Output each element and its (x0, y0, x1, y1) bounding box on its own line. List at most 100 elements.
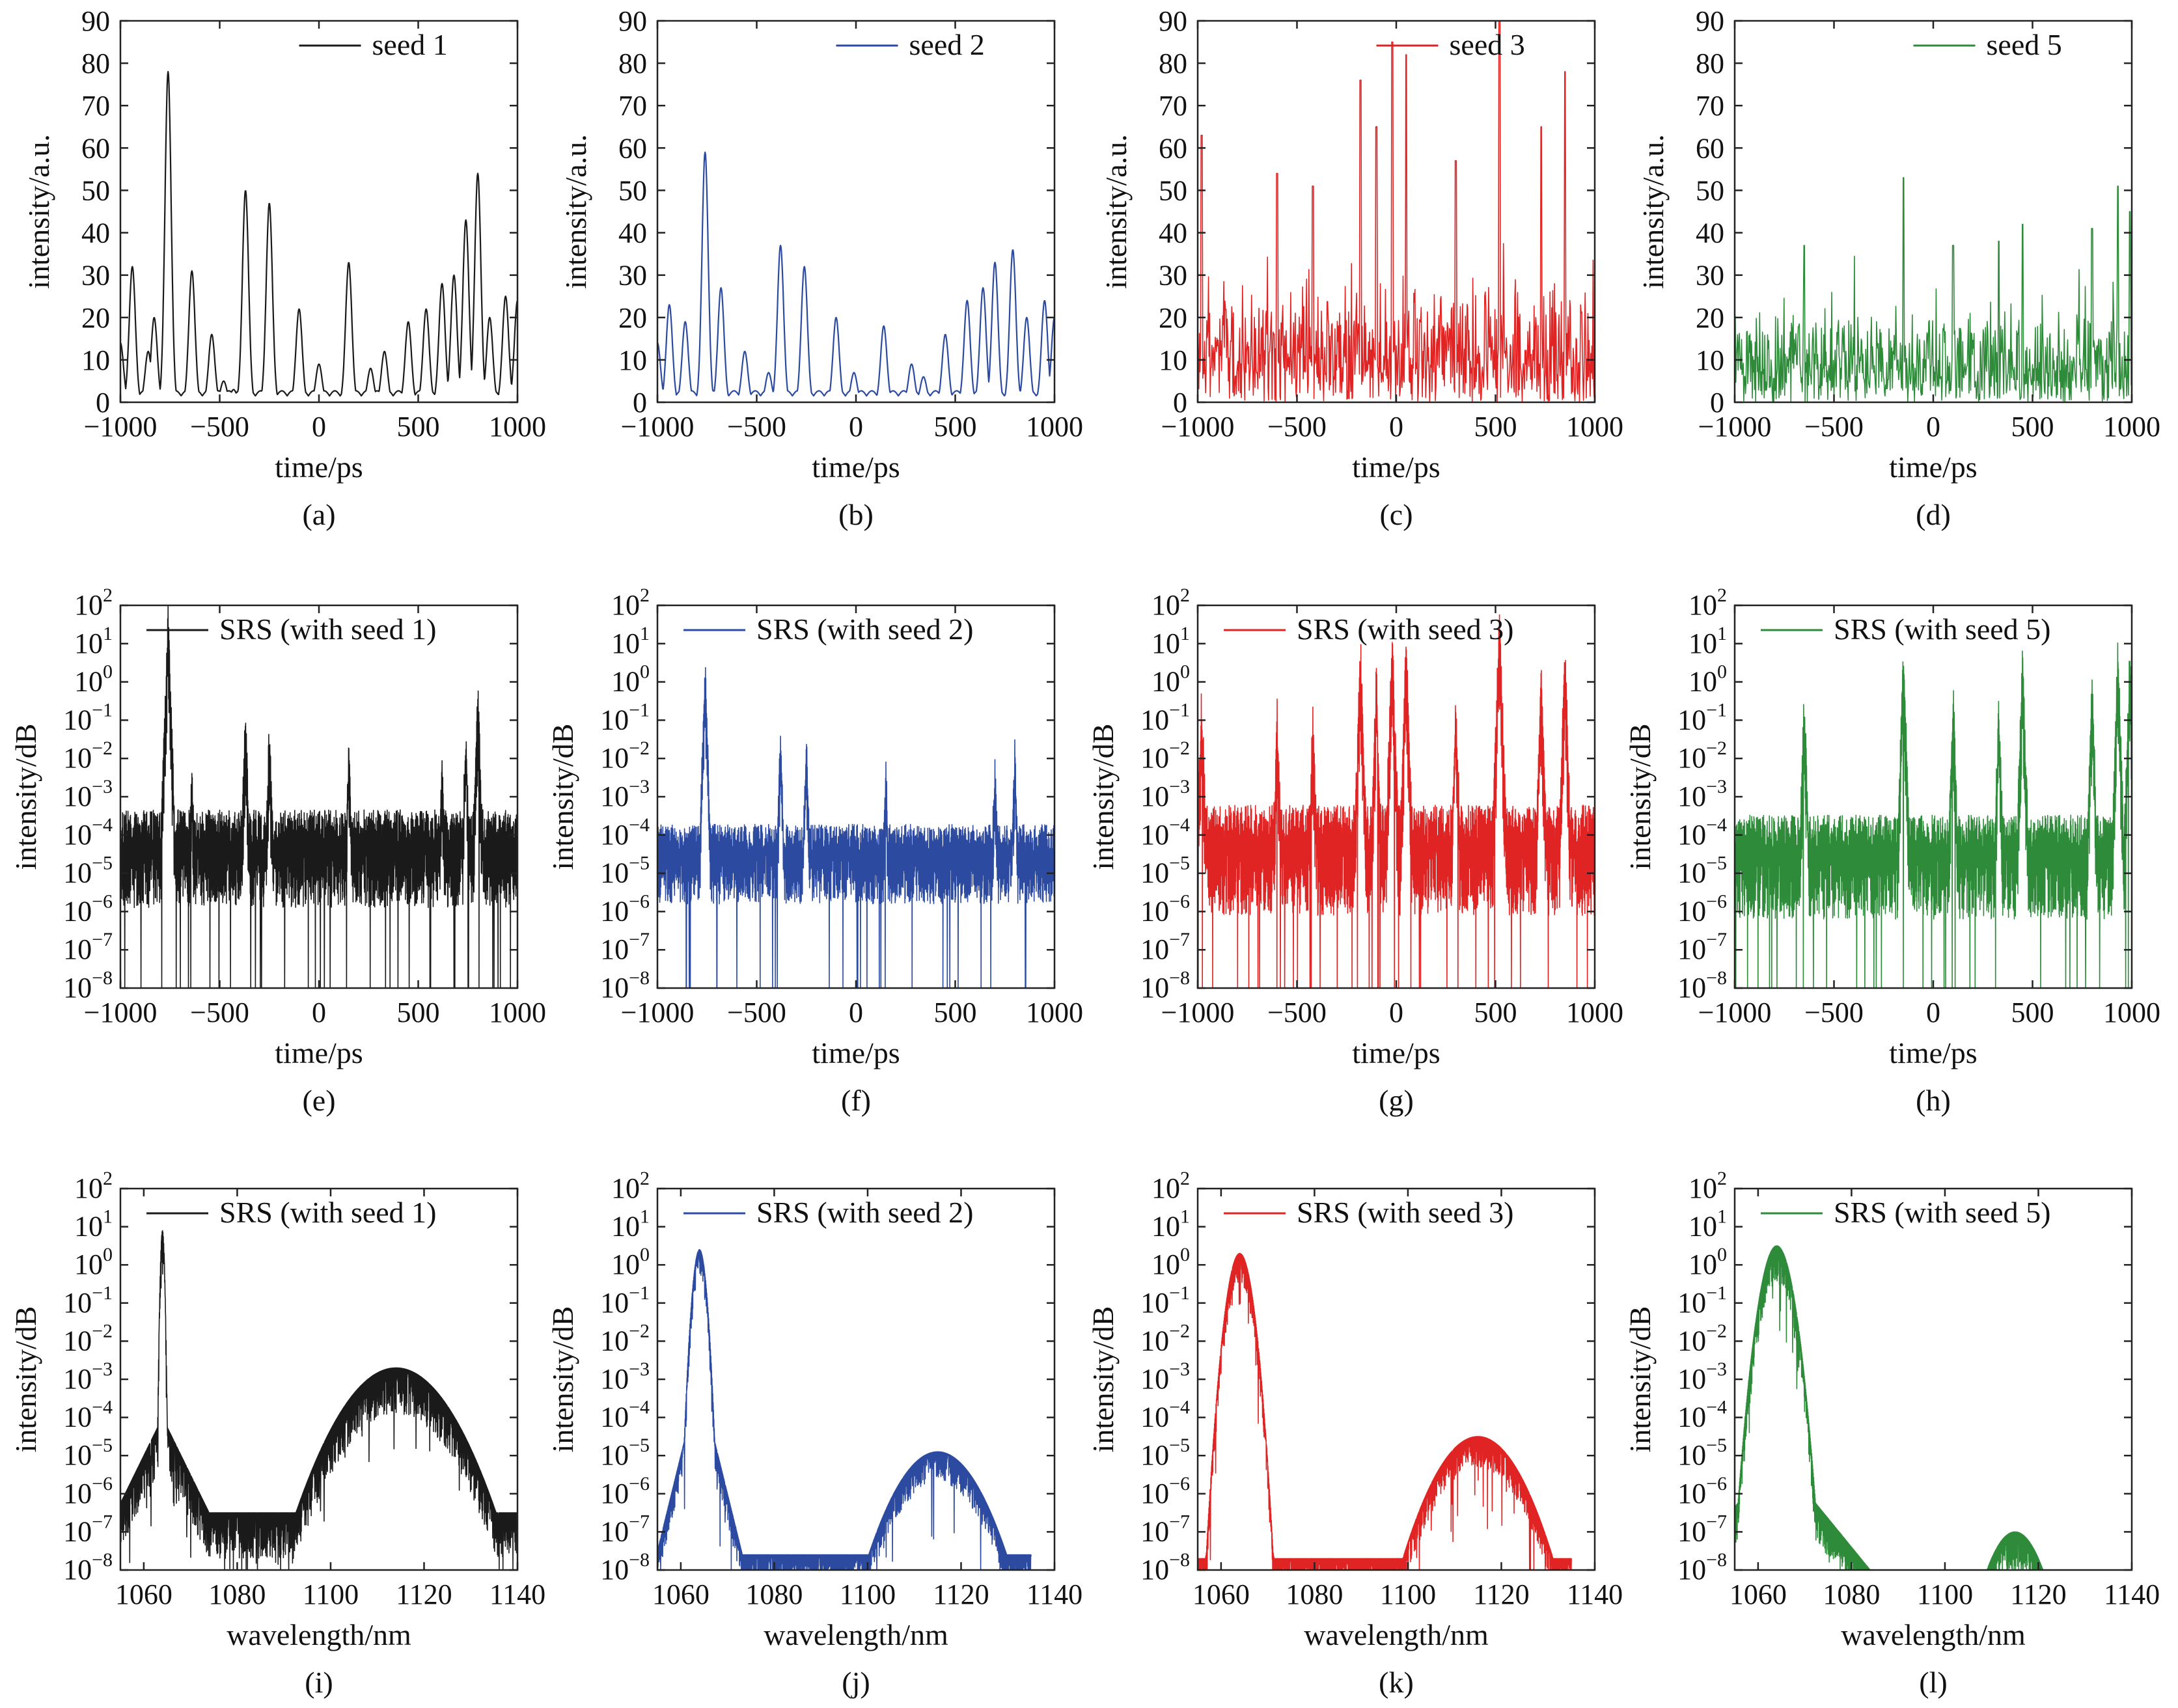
x-tick-label-c: 500 (1474, 411, 1517, 443)
plot-frame-j (656, 1187, 1056, 1571)
x-tick-label-d: −500 (1804, 411, 1864, 443)
y-tick-label-g: 10−7 (1140, 929, 1190, 965)
y-axis-label-f: intensity/dB (546, 724, 579, 870)
y-tick-label-g: 101 (1151, 623, 1190, 659)
y-tick-label-c: 50 (1159, 174, 1187, 206)
x-axis-label-e: time/ps (275, 1036, 363, 1069)
y-tick-label-h: 102 (1689, 585, 1727, 621)
y-tick-label-c: 20 (1159, 302, 1187, 334)
x-tick-label-f: −1000 (621, 997, 695, 1028)
y-tick-label-f: 10−4 (600, 814, 650, 851)
y-tick-label-d: 10 (1696, 344, 1724, 376)
x-tick-label-l: 1060 (1730, 1578, 1787, 1610)
x-tick-label-i: 1120 (396, 1578, 452, 1610)
x-tick-label-a: −500 (190, 411, 249, 443)
x-tick-label-k: 1100 (1380, 1578, 1436, 1610)
y-tick-label-i: 10−6 (63, 1473, 113, 1509)
x-tick-label-a: 0 (312, 411, 326, 443)
y-tick-label-d: 60 (1696, 132, 1724, 164)
y-tick-label-i: 101 (74, 1206, 113, 1243)
panel-i: 1060 1080 1100 1120 1140 10−810−710−610−510−4… (9, 1168, 545, 1699)
x-tick-label-k: 1060 (1192, 1578, 1250, 1610)
panel-e: −1000 −500 0 500 100010−810−710−610−510−410−… (9, 585, 546, 1117)
y-tick-label-c: 10 (1159, 344, 1187, 376)
x-tick-label-h: −1000 (1698, 997, 1772, 1028)
legend-label-j: SRS (with seed 2) (756, 1196, 974, 1229)
y-tick-label-d: 40 (1696, 217, 1724, 249)
series-line-c (1198, 21, 1595, 402)
y-tick-label-f: 101 (611, 623, 650, 659)
y-tick-label-c: 70 (1159, 90, 1187, 122)
legend-label-i: SRS (with seed 1) (219, 1196, 437, 1229)
y-tick-label-e: 10−7 (63, 929, 113, 965)
panel-caption-i: (i) (305, 1666, 333, 1699)
y-tick-label-e: 10−1 (63, 699, 113, 736)
y-tick-label-k: 10−8 (1140, 1549, 1190, 1586)
legend-label-a: seed 1 (372, 28, 448, 61)
y-tick-label-c: 0 (1173, 387, 1187, 419)
x-tick-label-h: 1000 (2103, 997, 2160, 1028)
y-tick-label-l: 10−5 (1677, 1435, 1727, 1471)
y-tick-label-k: 10−5 (1140, 1435, 1190, 1471)
series-line-k (1198, 1252, 1572, 1570)
x-axis-label-l: wavelength/nm (1841, 1618, 2026, 1651)
y-tick-label-k: 10−7 (1140, 1511, 1190, 1547)
y-tick-label-i: 10−4 (63, 1397, 113, 1433)
x-tick-label-g: −1000 (1161, 997, 1235, 1028)
y-tick-label-i: 10−5 (63, 1435, 113, 1471)
y-tick-label-e: 101 (74, 623, 113, 659)
x-tick-label-g: 1000 (1566, 997, 1623, 1028)
plot-frame-h (1733, 604, 2133, 989)
series-line-j (657, 1249, 1032, 1570)
y-tick-label-e: 10−4 (63, 814, 113, 851)
x-tick-label-g: 500 (1474, 997, 1517, 1028)
y-tick-label-l: 100 (1689, 1244, 1727, 1280)
y-tick-label-d: 0 (1710, 387, 1724, 419)
y-tick-label-e: 10−5 (63, 853, 113, 889)
x-tick-label-f: 500 (934, 997, 977, 1028)
x-tick-label-c: −500 (1267, 411, 1327, 443)
y-tick-label-i: 10−2 (63, 1320, 113, 1357)
y-tick-label-h: 10−3 (1677, 776, 1727, 812)
y-tick-label-d: 70 (1696, 90, 1724, 122)
x-tick-label-j: 1120 (933, 1578, 989, 1610)
series-line-h (1735, 642, 2132, 988)
legend-label-d: seed 5 (1987, 28, 2062, 61)
y-tick-label-h: 10−1 (1677, 699, 1727, 736)
y-tick-label-j: 10−3 (600, 1358, 650, 1395)
y-tick-label-l: 10−1 (1677, 1282, 1727, 1319)
y-tick-label-h: 10−2 (1677, 737, 1727, 774)
y-tick-label-j: 10−8 (600, 1549, 650, 1586)
y-tick-label-f: 10−5 (600, 853, 650, 889)
y-tick-label-i: 10−7 (63, 1511, 113, 1547)
panel-caption-l: (l) (1919, 1666, 1947, 1699)
series-line-e (120, 605, 517, 988)
x-tick-label-h: 0 (1926, 997, 1940, 1028)
y-tick-label-f: 102 (611, 585, 650, 621)
panel-k: 1060 1080 1100 1120 1140 10−810−710−610−510−4… (1086, 1168, 1623, 1699)
y-tick-label-f: 10−6 (600, 890, 650, 927)
y-tick-label-i: 10−1 (63, 1282, 113, 1319)
y-tick-label-l: 10−4 (1677, 1397, 1727, 1433)
y-tick-label-j: 10−7 (600, 1511, 650, 1547)
y-tick-label-d: 20 (1696, 302, 1724, 334)
x-tick-label-l: 1140 (2104, 1578, 2160, 1610)
y-tick-label-a: 10 (81, 344, 110, 376)
y-tick-label-g: 102 (1151, 585, 1190, 621)
panel-caption-b: (b) (838, 498, 874, 531)
y-tick-label-k: 10−6 (1140, 1473, 1190, 1509)
x-axis-label-d: time/ps (1889, 450, 1977, 484)
x-tick-label-a: −1000 (84, 411, 158, 443)
x-tick-label-e: 1000 (489, 997, 546, 1028)
x-axis-label-k: wavelength/nm (1304, 1618, 1489, 1651)
y-tick-label-g: 10−3 (1140, 776, 1190, 812)
x-tick-label-i: 1140 (489, 1578, 545, 1610)
y-tick-label-l: 10−2 (1677, 1320, 1727, 1357)
plot-frame-l (1733, 1187, 2133, 1571)
series-line-a (120, 71, 517, 397)
y-tick-label-b: 20 (618, 302, 647, 334)
panel-h: −1000 −500 0 500 100010−810−710−610−510−410−… (1623, 585, 2160, 1117)
y-tick-label-k: 100 (1151, 1244, 1190, 1280)
y-tick-label-b: 90 (618, 5, 647, 37)
y-tick-label-f: 10−7 (600, 929, 650, 965)
